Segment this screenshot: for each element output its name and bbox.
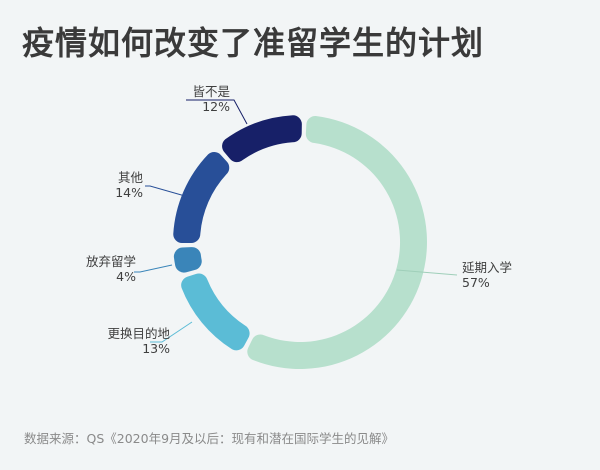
slice-change-destination	[181, 273, 250, 351]
leader-line-other	[145, 185, 186, 197]
slice-label-postpone-entry: 延期入学	[462, 260, 512, 275]
slice-label-other: 其他	[118, 170, 144, 185]
leader-line-give-up-study	[134, 264, 173, 273]
slice-value-give-up-study: 4%	[116, 269, 136, 284]
slice-label-give-up-study: 放弃留学	[86, 254, 136, 269]
slice-value-none-of-above: 12%	[202, 99, 230, 114]
leader-line-postpone-entry	[396, 269, 458, 276]
leader-lines	[134, 99, 458, 343]
slice-postpone-entry	[247, 115, 427, 369]
slice-none-of-above	[222, 115, 302, 163]
slice-label-none-of-above: 皆不是	[192, 84, 230, 99]
slice-give-up-study	[173, 247, 202, 273]
slice-value-other: 14%	[115, 185, 143, 200]
donut-slices	[173, 115, 427, 369]
slice-label-change-destination: 更换目的地	[107, 326, 170, 341]
slice-other	[173, 152, 230, 244]
leader-line-change-destination	[150, 321, 193, 343]
chart-title: 疫情如何改变了准留学生的计划	[22, 24, 485, 62]
slice-value-change-destination: 13%	[142, 341, 170, 356]
data-source-note: 数据来源：QS《2020年9月及以后：现有和潜在国际学生的见解》	[24, 431, 395, 446]
leader-line-none-of-above	[186, 99, 248, 125]
slice-value-postpone-entry: 57%	[462, 275, 490, 290]
